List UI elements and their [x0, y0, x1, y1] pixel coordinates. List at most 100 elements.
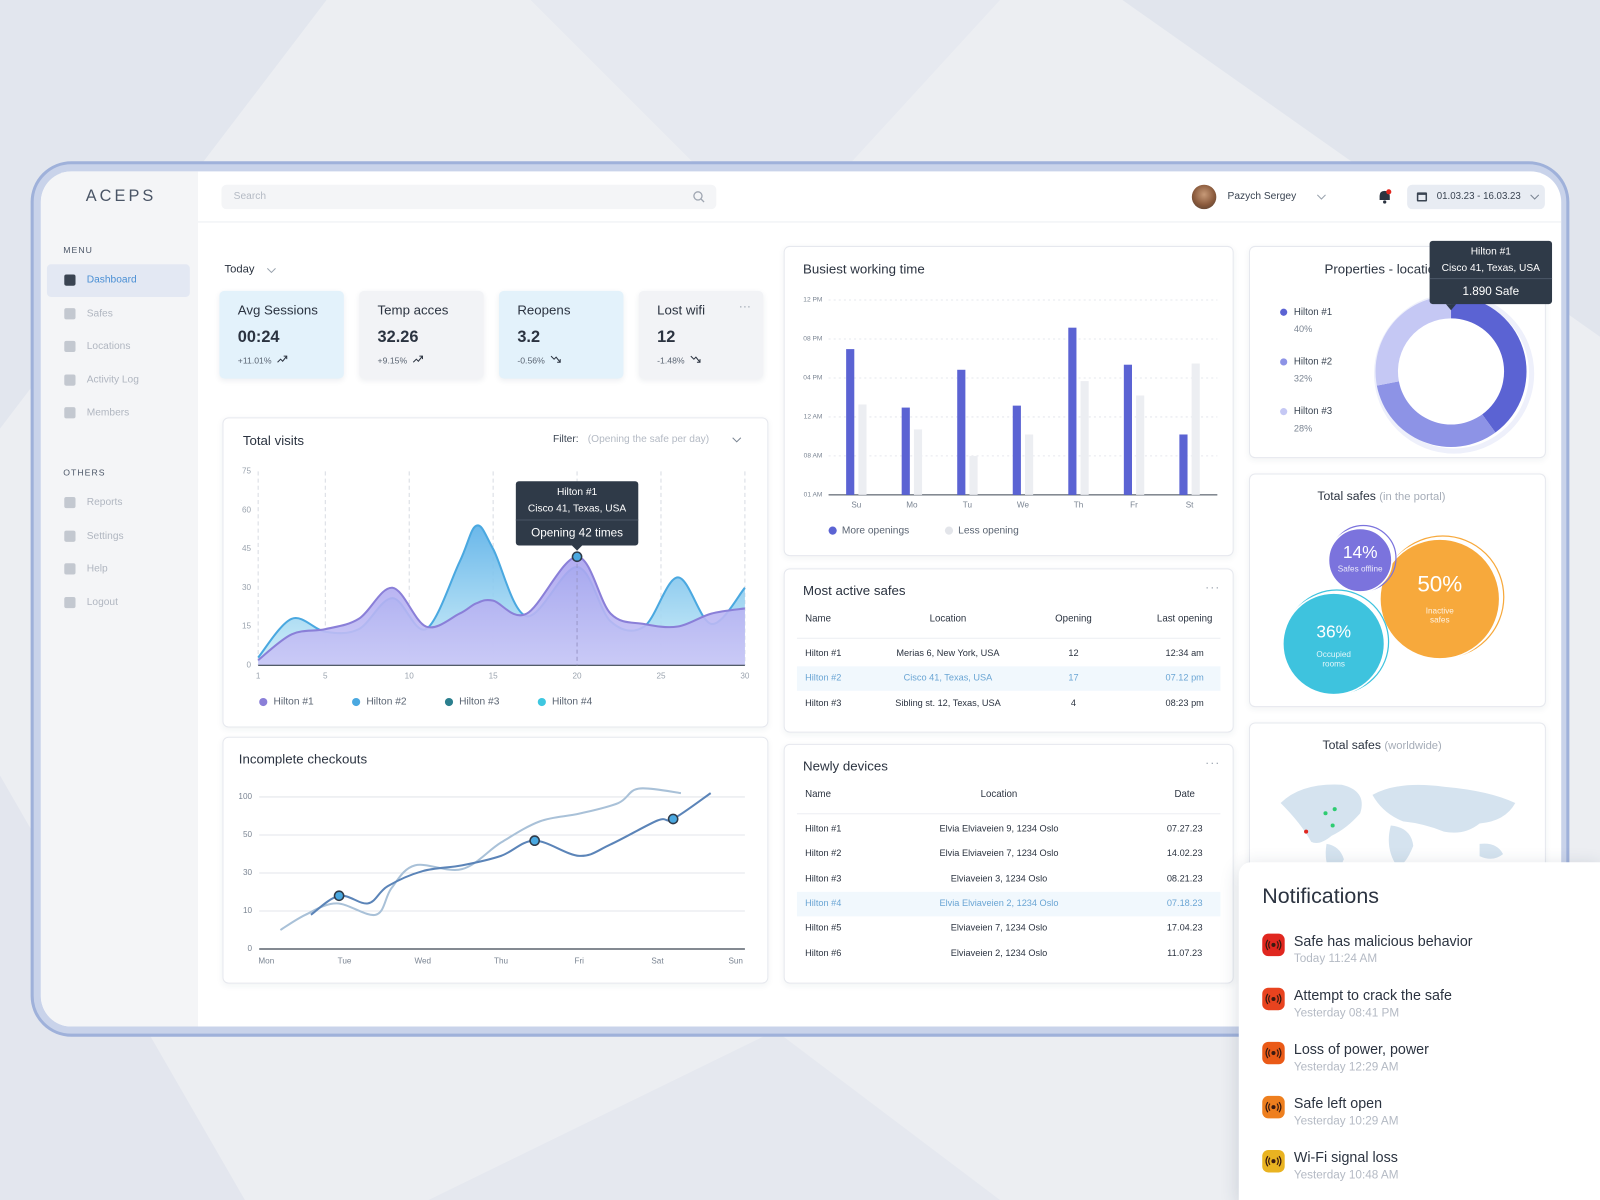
kpi-change: +11.01% [238, 355, 288, 365]
menu-icon [64, 530, 76, 542]
notifications-panel: Notifications Safe has malicious behavio… [1238, 862, 1600, 1200]
menu-icon [64, 307, 76, 319]
cell: 08:23 pm [1165, 697, 1204, 708]
menu-item[interactable]: Locations [47, 331, 190, 364]
kpi-value: 00:24 [237, 328, 280, 346]
notification-text: Wi-Fi signal loss [1293, 1148, 1398, 1166]
row-highlight [796, 666, 1221, 692]
notification-time: Today 11:24 AM [1293, 953, 1378, 966]
menu-icon [64, 274, 76, 286]
header-divider [796, 637, 1221, 639]
kpi-card: Reopens 3.2 -0.56% [498, 290, 624, 379]
period-chevron[interactable] [266, 266, 276, 274]
total-safes-card: Total safes (in the portal) [1248, 473, 1546, 708]
notification-time: Yesterday 10:29 AM [1293, 1115, 1399, 1128]
title: Total safes [1322, 737, 1381, 753]
menu-item[interactable]: Logout [47, 587, 190, 620]
menu-item[interactable]: Safes [47, 298, 190, 331]
date-picker[interactable]: 01.03.23 - 16.03.23 [1407, 184, 1545, 210]
cell: 07.12 pm [1165, 672, 1204, 683]
cell: Hilton #4 [805, 897, 842, 909]
notifications-title: Notifications [1262, 884, 1379, 909]
menu-icon [64, 374, 76, 386]
signal-glyph [1265, 993, 1282, 1005]
cell: Sibling st. 12, Texas, USA [895, 697, 1001, 708]
menu-icon [64, 496, 76, 509]
kpi-title: Lost wifi [657, 302, 706, 318]
more-button[interactable]: ··· [738, 298, 752, 314]
column-header: Opening [1055, 613, 1092, 625]
cell: Hilton #1 [805, 823, 842, 834]
menu-item[interactable]: Reports [47, 487, 190, 520]
card-title: Total safes (worldwide) [1322, 738, 1441, 752]
total-visits-card: Total visits Filter: (Opening the safe p… [222, 417, 769, 728]
cell: 17.04.23 [1166, 922, 1203, 933]
kpi-change: -0.56% [517, 355, 561, 365]
title: Total safes [1317, 488, 1376, 504]
menu-item[interactable]: Dashboard [46, 264, 190, 297]
menu-label: MENU [63, 244, 93, 256]
column-header: Date [1174, 788, 1195, 800]
menu-text: Settings [86, 530, 124, 542]
notification-time: Yesterday 12:29 AM [1293, 1061, 1399, 1074]
user-chevron[interactable] [1316, 193, 1326, 201]
kpi-value: 3.2 [517, 328, 541, 346]
menu-item[interactable]: Members [47, 397, 190, 430]
more-button[interactable]: ··· [1205, 755, 1221, 770]
menu-text: Locations [86, 341, 131, 353]
user-name[interactable]: Pazych Sergey [1227, 190, 1297, 203]
kpi-card: Lost wifi 12 -1.48% ··· [638, 290, 764, 379]
column-header: Location [980, 788, 1018, 800]
menu-icon [64, 407, 76, 419]
cell: Hilton #2 [805, 848, 842, 859]
menu-item[interactable]: Activity Log [47, 364, 190, 397]
subtitle: (in the portal) [1379, 490, 1446, 504]
period-select[interactable]: Today [224, 263, 255, 276]
kpi-card: Avg Sessions 00:24 +11.01% [219, 290, 344, 379]
filter-value[interactable]: (Opening the safe per day) [587, 433, 710, 445]
cell: 08.21.23 [1166, 873, 1203, 884]
cell: Elvia Elviaveien 9, 1234 Oslo [939, 823, 1059, 834]
signal-glyph [1265, 1155, 1282, 1167]
search-box[interactable]: Search [221, 184, 717, 210]
cell: 17 [1068, 672, 1079, 683]
cell: 12 [1068, 647, 1079, 659]
cell: Elvia Elviaveien 2, 1234 Oslo [939, 897, 1059, 909]
most-active-safes-card: Most active safes ··· Name Location Openin… [783, 568, 1234, 733]
cell: 12:34 am [1165, 647, 1204, 659]
more-button[interactable]: ··· [1205, 579, 1221, 594]
trend-icon [690, 355, 701, 363]
card-title: Total visits [242, 432, 305, 448]
card-title: Newly devices [803, 758, 888, 774]
cell: 07.27.23 [1166, 823, 1203, 834]
card-title: Incomplete checkouts [238, 751, 368, 767]
cell: Hilton #6 [805, 947, 842, 958]
menu-item[interactable]: Settings [47, 520, 190, 553]
signal-glyph [1265, 939, 1282, 951]
menu-text: Members [86, 407, 130, 419]
avatar[interactable] [1191, 184, 1217, 210]
cell: 07.18.23 [1166, 897, 1203, 909]
menu-item[interactable]: Help [47, 553, 190, 586]
trend-icon [277, 355, 288, 363]
bell-icon[interactable] [1377, 189, 1393, 205]
cell: 4 [1070, 697, 1077, 708]
column-header: Location [929, 613, 967, 625]
trend-icon [550, 355, 561, 363]
busiest-card: Busiest working time [783, 245, 1234, 557]
filter-label[interactable]: Filter: [553, 433, 579, 445]
card-title: Busiest working time [803, 261, 925, 277]
logo: ACEPS [85, 187, 157, 206]
cell: Elviaveien 7, 1234 Oslo [950, 922, 1048, 933]
filter-chevron[interactable] [732, 436, 742, 444]
world-map [1280, 784, 1516, 875]
date-range: 01.03.23 - 16.03.23 [1436, 190, 1521, 203]
cell: Hilton #3 [805, 697, 842, 708]
cell: 11.07.23 [1167, 947, 1203, 958]
menu-text: Logout [86, 596, 118, 608]
notification-icon [1262, 933, 1285, 957]
bubble-label: Inactive safes [1425, 606, 1454, 625]
header-divider [796, 813, 1221, 815]
notification-time: Yesterday 08:41 PM [1293, 1007, 1400, 1020]
